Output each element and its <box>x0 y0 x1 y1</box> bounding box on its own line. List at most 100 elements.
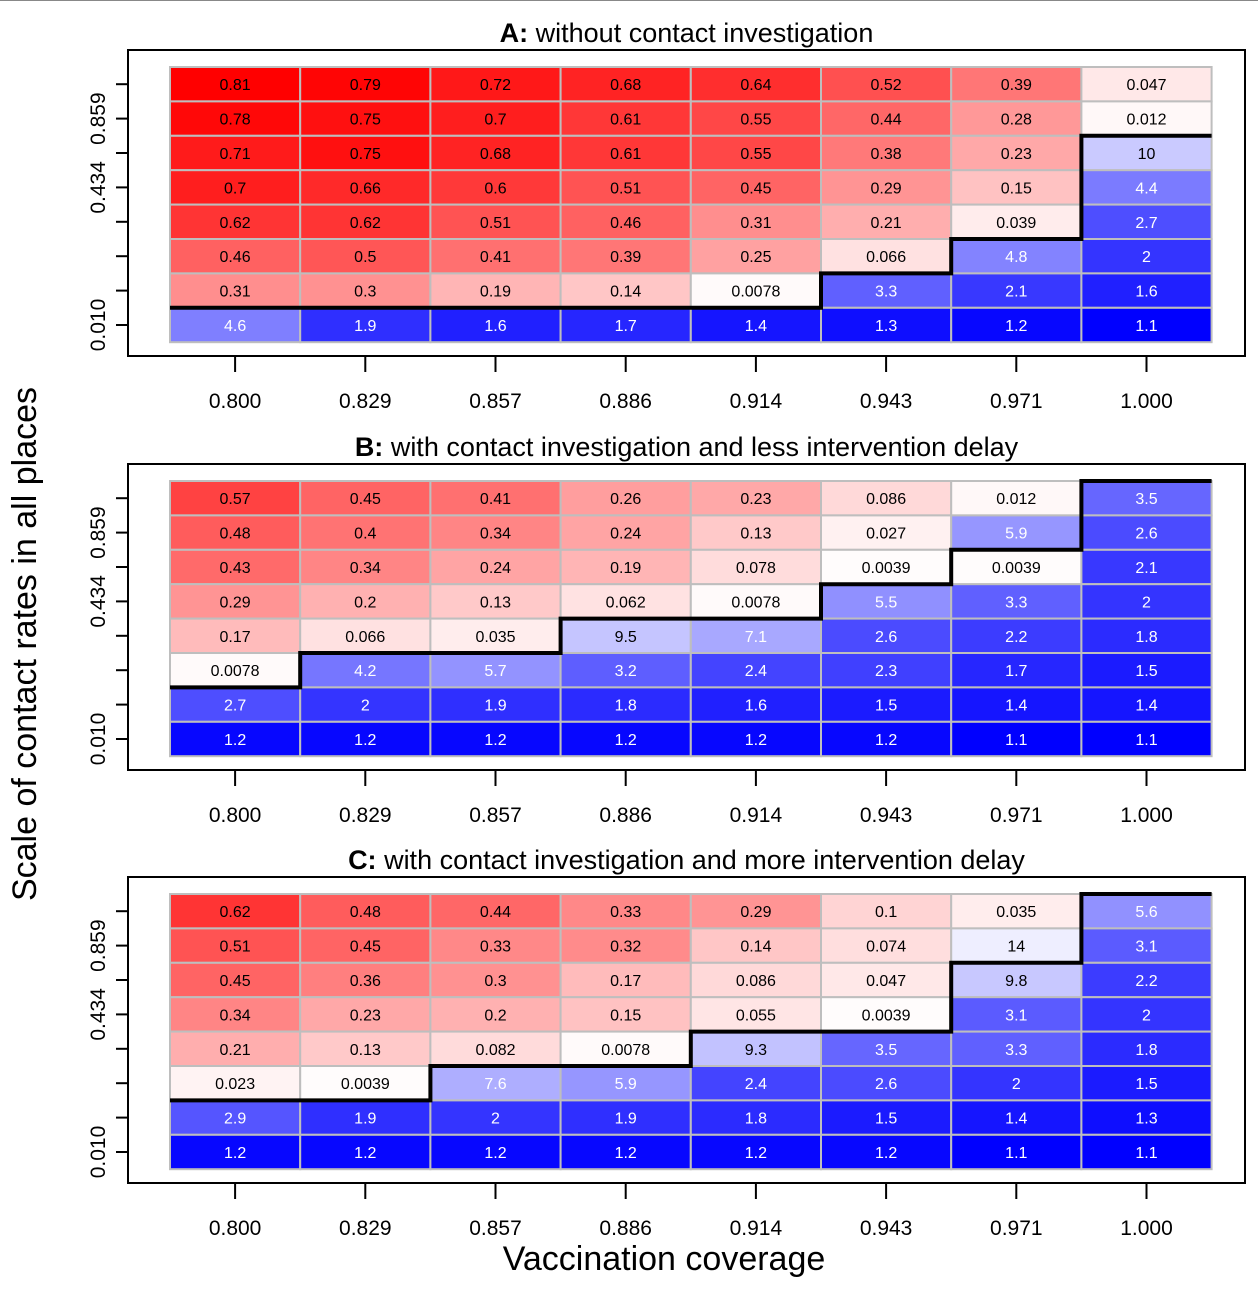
cell-value-label: 2.4 <box>745 663 767 680</box>
cell-value-label: 2 <box>491 1111 500 1128</box>
cell-value-label: 0.0078 <box>601 1042 650 1059</box>
cell-value-label: 1.2 <box>875 732 897 749</box>
heatmap-cell <box>169 996 302 1033</box>
cell-value-label: 0.66 <box>350 180 381 197</box>
cell-value-label: 0.3 <box>484 973 506 990</box>
heatmap-cell <box>429 480 562 517</box>
heatmap-cell <box>169 100 302 137</box>
cell-value-label: 0.34 <box>220 1007 251 1024</box>
cell-value-label: 0.62 <box>220 215 251 232</box>
cell-value-label: 0.48 <box>350 904 381 921</box>
heatmap-cell <box>950 617 1083 654</box>
cell-value-label: 1.8 <box>1135 629 1157 646</box>
cell-value-label: 0.035 <box>996 904 1036 921</box>
heatmap-cell <box>169 893 302 930</box>
panel-title-text: with contact investigation and less inte… <box>383 432 1018 462</box>
cell-value-label: 5.7 <box>484 663 506 680</box>
cell-value-label: 1.3 <box>1135 1111 1157 1128</box>
cell-value-label: 0.72 <box>480 77 511 94</box>
heatmap-cell <box>1080 686 1213 723</box>
y-axis-label: Scale of contact rates in all places <box>6 387 44 901</box>
cell-value-label: 0.33 <box>610 904 641 921</box>
heatmap-cell <box>1080 652 1213 689</box>
cell-value-label: 0.62 <box>220 904 251 921</box>
cell-value-label: 0.027 <box>866 526 906 543</box>
x-tick-label: 0.943 <box>860 804 913 827</box>
cell-value-label: 3.3 <box>1005 1042 1027 1059</box>
cell-value-label: 2 <box>1012 1076 1021 1093</box>
cell-value-label: 0.39 <box>610 249 641 266</box>
cell-value-label: 1.9 <box>354 1111 376 1128</box>
heatmap-cell <box>950 306 1083 344</box>
heatmap-cell <box>429 720 562 758</box>
cell-value-label: 0.047 <box>866 973 906 990</box>
heatmap-cell <box>1080 306 1213 344</box>
cell-value-label: 1.4 <box>1005 698 1027 715</box>
cell-value-label: 0.33 <box>480 939 511 956</box>
cell-value-label: 0.14 <box>610 284 641 301</box>
heatmap-cell <box>950 1133 1083 1171</box>
cell-value-label: 0.38 <box>871 146 902 163</box>
cell-value-label: 0.012 <box>996 491 1036 508</box>
cell-value-label: 0.51 <box>220 939 251 956</box>
cell-value-label: 1.4 <box>745 318 767 335</box>
cell-value-label: 0.2 <box>484 1007 506 1024</box>
cell-value-label: 0.57 <box>220 491 251 508</box>
heatmap-cell <box>1080 100 1213 137</box>
cell-value-label: 0.15 <box>1001 180 1032 197</box>
cell-value-label: 0.0039 <box>341 1076 390 1093</box>
heatmap-cell <box>559 514 692 551</box>
cell-value-label: 1.2 <box>224 732 246 749</box>
heatmap-cell <box>429 686 562 723</box>
cell-value-label: 2.7 <box>1135 215 1157 232</box>
cell-value-label: 5.6 <box>1135 904 1157 921</box>
cell-value-label: 1.5 <box>875 1111 897 1128</box>
cell-value-label: 1.5 <box>1135 663 1157 680</box>
heatmap-cell <box>169 1099 302 1136</box>
heatmap-cell <box>429 583 562 620</box>
cell-value-label: 1.2 <box>875 1145 897 1162</box>
cell-value-label: 0.46 <box>220 249 251 266</box>
cell-value-label: 3.2 <box>615 663 637 680</box>
heatmap-cell <box>689 583 822 620</box>
cell-value-label: 1.2 <box>484 1145 506 1162</box>
cell-value-label: 0.23 <box>1001 146 1032 163</box>
cell-value-label: 2.2 <box>1135 973 1157 990</box>
heatmap-cell <box>429 927 562 964</box>
heatmap-cell <box>689 720 822 758</box>
cell-value-label: 0.44 <box>871 112 902 129</box>
cell-value-label: 0.17 <box>610 973 641 990</box>
panel-title-text: without contact investigation <box>528 18 873 48</box>
heatmap-cell <box>820 686 953 723</box>
cell-value-label: 3.3 <box>875 284 897 301</box>
x-tick-label: 0.829 <box>339 390 392 413</box>
cell-value-label: 2.1 <box>1135 560 1157 577</box>
x-tick-label: 0.886 <box>599 390 652 413</box>
cell-value-label: 0.45 <box>220 973 251 990</box>
heatmap-cell <box>169 720 302 758</box>
cell-value-label: 0.34 <box>350 560 381 577</box>
cell-value-label: 0.13 <box>480 594 511 611</box>
x-axis-label: Vaccination coverage <box>503 1240 826 1278</box>
cell-value-label: 0.44 <box>480 904 511 921</box>
cell-value-label: 2 <box>1142 1007 1151 1024</box>
cell-value-label: 0.012 <box>1126 112 1166 129</box>
threshold-line <box>170 133 1212 310</box>
heatmap-cell <box>950 66 1083 103</box>
cell-value-label: 1.9 <box>354 318 376 335</box>
cell-value-label: 1.5 <box>875 698 897 715</box>
x-tick-label: 0.971 <box>990 390 1043 413</box>
cell-value-label: 3.5 <box>1135 491 1157 508</box>
cell-value-label: 0.29 <box>740 904 771 921</box>
cell-value-label: 2 <box>1142 594 1151 611</box>
panel-title-letter: B: <box>355 432 384 462</box>
cell-value-label: 0.45 <box>350 491 381 508</box>
heatmap-cell <box>950 203 1083 241</box>
heatmap-cell <box>1080 1099 1213 1136</box>
panel-title-text: with contact investigation and more inte… <box>377 845 1026 875</box>
cell-value-label: 2.3 <box>875 663 897 680</box>
cell-value-label: 0.0078 <box>731 284 780 301</box>
cell-value-label: 7.6 <box>484 1076 506 1093</box>
cell-value-label: 2.6 <box>875 629 897 646</box>
cell-value-label: 0.29 <box>220 594 251 611</box>
